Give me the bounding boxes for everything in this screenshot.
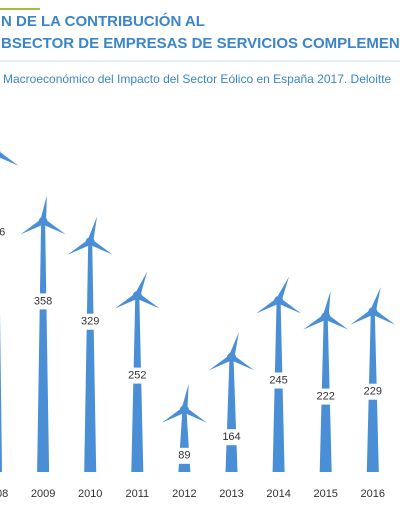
tower [37,221,50,472]
hub [368,307,378,317]
blade [40,195,47,222]
x-tick-label: 2012 [172,488,196,500]
blade [303,314,328,330]
blade [228,332,239,359]
blade [230,354,255,371]
hub [0,150,1,155]
value-label-bg [267,372,290,389]
chart-subtitle: Macroeconómico del Impacto del Sector Eó… [3,72,392,86]
x-tick-label: 2014 [266,488,290,500]
turbine [20,195,66,472]
chart-title: N DE LA CONTRIBUCIÓN AL [1,12,205,30]
chart-title: BSECTOR DE EMPRESAS DE SERVICIOS COMPLEM… [1,35,400,52]
blade [41,218,66,235]
tower [131,295,144,472]
blade [67,239,92,255]
turbine [350,286,396,472]
value-label: 456 [0,227,5,239]
value-label: 245 [269,374,287,386]
value-label-bg [173,447,196,464]
hub [321,312,331,322]
x-tick-label: 2011 [125,488,149,500]
hub [227,352,236,362]
blade [182,407,207,423]
tower [0,312,2,472]
blade [277,297,302,314]
value-label: 89 [178,450,190,462]
value-label: 358 [34,295,52,307]
tower [84,241,97,472]
hub [38,216,48,226]
blade [0,152,19,166]
blade [181,384,189,411]
turbine [0,150,19,472]
blade [350,309,375,325]
hub [132,291,142,301]
blade [161,407,186,423]
hub [179,405,189,415]
turbine [208,332,255,472]
blade [208,354,233,371]
value-label: 229 [364,386,382,398]
blade [87,216,98,243]
blade [256,297,281,314]
turbine [114,271,160,472]
blade [322,291,331,318]
blade [324,314,349,330]
blade [135,293,160,309]
turbine [67,216,113,472]
value-label-bg [361,383,384,400]
x-tick-label: 2008 [0,488,8,500]
tower [225,357,238,472]
value-label: 329 [81,316,99,328]
x-tick-label: 2010 [78,488,102,500]
value-label-bg [220,429,243,446]
turbine [303,291,349,472]
value-label-bg [314,388,337,405]
blade [88,239,113,255]
blade [114,293,139,309]
blade [20,218,45,235]
value-label: 164 [222,431,240,443]
x-tick-label: 2015 [313,488,337,500]
value-label-bg [0,224,7,241]
value-label-bg [79,313,102,330]
x-tick-label: 2016 [361,488,385,500]
x-tick-label: 2009 [31,488,55,500]
blade [371,309,396,325]
value-label-bg [32,293,55,310]
value-label: 222 [317,391,335,403]
blade [369,286,381,313]
value-label-bg [126,367,149,384]
blade [275,276,290,302]
hub [274,296,284,305]
blade [134,271,148,297]
x-tick-label: 2013 [219,488,243,500]
value-label: 252 [128,370,146,382]
hub [85,237,95,247]
